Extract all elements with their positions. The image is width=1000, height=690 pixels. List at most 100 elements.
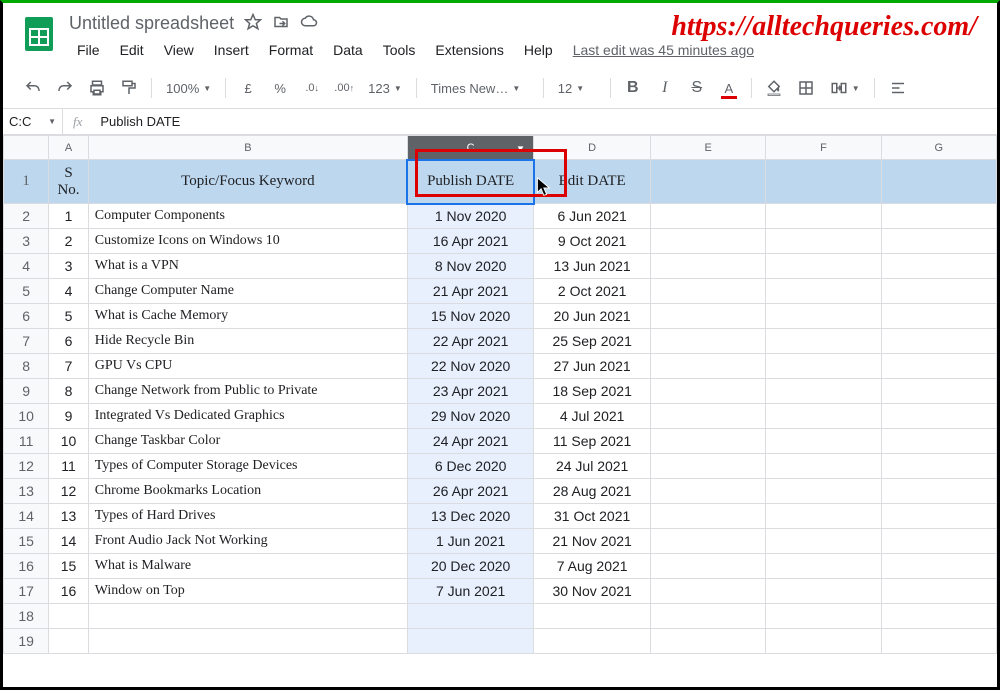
cell[interactable]: 9 [49,404,89,429]
row-header-7[interactable]: 7 [4,329,49,354]
row-header-8[interactable]: 8 [4,354,49,379]
cell[interactable]: 8 Nov 2020 [407,254,533,279]
star-icon[interactable] [244,13,262,34]
cell[interactable] [88,604,407,629]
cell[interactable] [881,479,996,504]
cell[interactable]: 11 Sep 2021 [534,429,651,454]
cell[interactable] [49,604,89,629]
row-header-18[interactable]: 18 [4,604,49,629]
cell[interactable]: 23 Apr 2021 [407,379,533,404]
cell[interactable] [651,554,766,579]
cell[interactable] [881,279,996,304]
cell[interactable] [766,454,881,479]
menu-tools[interactable]: Tools [375,38,424,62]
cell[interactable]: 16 Apr 2021 [407,229,533,254]
cell[interactable]: 10 [49,429,89,454]
row-header-17[interactable]: 17 [4,579,49,604]
row-header-2[interactable]: 2 [4,204,49,229]
row-header-12[interactable]: 12 [4,454,49,479]
cell[interactable] [766,604,881,629]
decrease-decimal-button[interactable]: .0↓ [298,74,326,102]
menu-insert[interactable]: Insert [206,38,257,62]
cell[interactable]: 9 Oct 2021 [534,229,651,254]
cell[interactable] [881,579,996,604]
zoom-combo[interactable]: 100%▼ [160,75,217,101]
cell[interactable] [407,629,533,654]
cell[interactable] [766,504,881,529]
row-header-15[interactable]: 15 [4,529,49,554]
cell[interactable] [766,429,881,454]
cell[interactable] [881,554,996,579]
cell[interactable]: Types of Hard Drives [88,504,407,529]
cell[interactable]: 1 Jun 2021 [407,529,533,554]
cell[interactable] [881,629,996,654]
cell[interactable] [651,579,766,604]
menu-data[interactable]: Data [325,38,371,62]
font-family-combo[interactable]: Times New…▼ [425,75,535,101]
cell[interactable] [651,454,766,479]
cell[interactable]: Front Audio Jack Not Working [88,529,407,554]
cell[interactable] [881,254,996,279]
cell[interactable] [881,229,996,254]
row-header-19[interactable]: 19 [4,629,49,654]
row-header-13[interactable]: 13 [4,479,49,504]
cell[interactable]: 15 [49,554,89,579]
cell[interactable]: 6 Dec 2020 [407,454,533,479]
cell[interactable] [766,579,881,604]
cell[interactable]: Integrated Vs Dedicated Graphics [88,404,407,429]
cell[interactable] [766,629,881,654]
row-header-14[interactable]: 14 [4,504,49,529]
cell[interactable] [534,629,651,654]
cell[interactable] [651,229,766,254]
cell[interactable]: 13 Jun 2021 [534,254,651,279]
cell[interactable]: Window on Top [88,579,407,604]
row-header-6[interactable]: 6 [4,304,49,329]
cell[interactable]: 11 [49,454,89,479]
column-header-D[interactable]: D [534,136,651,160]
font-size-combo[interactable]: 12▼ [552,75,602,101]
cell[interactable]: 21 Nov 2021 [534,529,651,554]
cell[interactable]: 12 [49,479,89,504]
cell[interactable] [766,304,881,329]
cloud-icon[interactable] [300,13,318,34]
cell[interactable]: SNo. [49,160,89,204]
row-header-9[interactable]: 9 [4,379,49,404]
column-header-G[interactable]: G [881,136,996,160]
cell[interactable]: 20 Jun 2021 [534,304,651,329]
cell[interactable]: What is Malware [88,554,407,579]
cell[interactable]: 29 Nov 2020 [407,404,533,429]
cell[interactable] [766,554,881,579]
cell[interactable] [651,604,766,629]
sheets-logo[interactable] [19,13,59,53]
cell[interactable] [651,354,766,379]
cell[interactable] [881,160,996,204]
cell[interactable] [881,354,996,379]
cell[interactable]: 24 Apr 2021 [407,429,533,454]
menu-view[interactable]: View [156,38,202,62]
print-button[interactable] [83,74,111,102]
cell[interactable] [651,160,766,204]
cell[interactable] [766,529,881,554]
cell[interactable] [534,604,651,629]
cell[interactable] [651,529,766,554]
spreadsheet-grid[interactable]: ABC▾DEFG1SNo.Topic/Focus KeywordPublish … [3,135,997,660]
cell[interactable]: 18 Sep 2021 [534,379,651,404]
cell[interactable]: 22 Apr 2021 [407,329,533,354]
cell[interactable]: 1 Nov 2020 [407,204,533,229]
document-title[interactable]: Untitled spreadsheet [69,13,234,34]
cell[interactable] [766,404,881,429]
row-header-4[interactable]: 4 [4,254,49,279]
cell[interactable] [651,204,766,229]
cell[interactable] [881,329,996,354]
cell[interactable]: 30 Nov 2021 [534,579,651,604]
increase-decimal-button[interactable]: .00↑ [330,74,358,102]
cell[interactable] [766,279,881,304]
bold-button[interactable]: B [619,74,647,102]
row-header-10[interactable]: 10 [4,404,49,429]
row-header-16[interactable]: 16 [4,554,49,579]
paint-format-button[interactable] [115,74,143,102]
cell[interactable] [881,304,996,329]
menu-file[interactable]: File [69,38,108,62]
menu-format[interactable]: Format [261,38,321,62]
cell[interactable]: GPU Vs CPU [88,354,407,379]
